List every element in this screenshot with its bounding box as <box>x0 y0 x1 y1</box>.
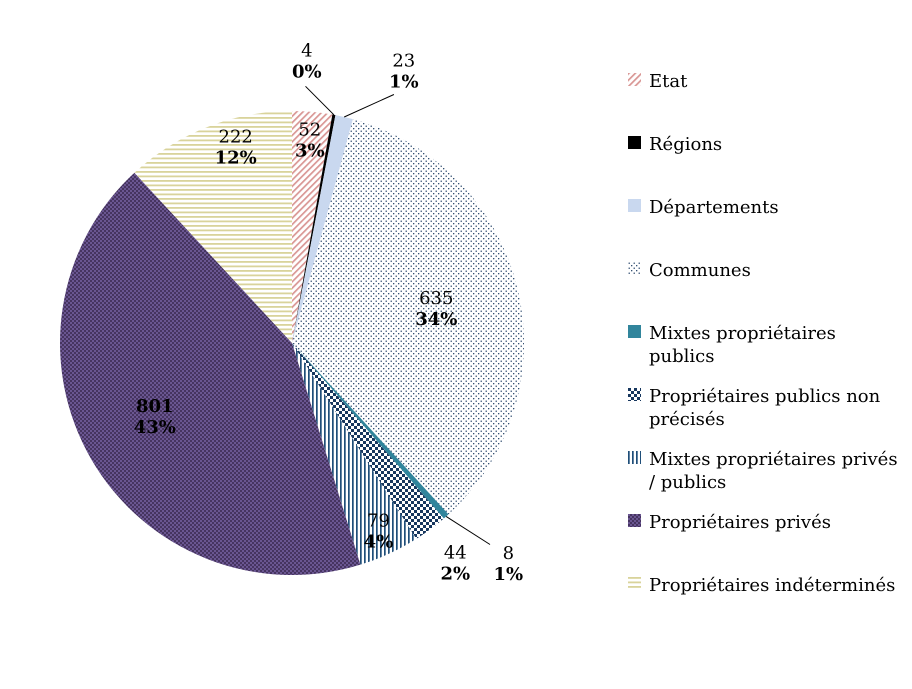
leader-line-2 <box>343 94 395 118</box>
pie-slice-1 <box>292 114 336 343</box>
chart-legend: Etat Régions Départements Communes Mixtes pr… <box>628 0 908 689</box>
legend-label-3: Communes <box>649 260 751 281</box>
slice-label-7: 801 43% <box>134 396 176 438</box>
legend-swatch-3 <box>628 262 641 275</box>
legend-item-1: Régions <box>628 133 722 156</box>
legend-item-0: Etat <box>628 70 687 93</box>
slice-labels: 52 3% 4 0% 23 1% 635 34% 8 1% 44 2% 79 4% 801 43% 222 12% <box>134 40 523 585</box>
legend-swatch-8 <box>628 577 641 590</box>
pie-slice-4 <box>292 343 449 519</box>
legend-swatch-2 <box>628 199 641 212</box>
legend-swatch-7 <box>628 514 641 527</box>
leader-line-1 <box>305 85 335 116</box>
legend-label-5: Propriétaires publics non précisés <box>649 386 881 430</box>
legend-item-4: Mixtes propriétaires publics <box>628 322 836 368</box>
legend-item-2: Départements <box>628 196 779 219</box>
legend-swatch-6 <box>628 451 641 464</box>
legend-swatch-1 <box>628 136 641 149</box>
pie-slice-8 <box>134 111 292 343</box>
slice-label-0: 52 3% <box>295 120 325 162</box>
slice-label-1: 4 0% <box>292 40 322 82</box>
legend-swatch-0 <box>628 73 641 86</box>
legend-item-5: Propriétaires publics non précisés <box>628 385 880 431</box>
pie-slice-0 <box>292 111 333 343</box>
pie-slices <box>60 111 525 575</box>
pie-slice-6 <box>292 343 417 565</box>
legend-swatch-5 <box>628 388 641 401</box>
legend-swatch-4 <box>628 325 641 338</box>
slice-label-6: 79 4% <box>364 511 394 553</box>
slice-label-2: 23 1% <box>389 50 419 92</box>
legend-label-1: Régions <box>649 134 723 155</box>
slice-label-5: 44 2% <box>440 543 470 585</box>
legend-label-8: Propriétaires indéterminés <box>649 575 896 596</box>
slice-label-8: 222 12% <box>215 127 257 169</box>
legend-item-8: Propriétaires indéterminés <box>628 574 895 597</box>
legend-label-7: Propriétaires privés <box>649 512 831 533</box>
pie-slice-2 <box>292 115 353 343</box>
legend-item-7: Propriétaires privés <box>628 511 831 534</box>
slice-label-4: 8 1% <box>493 543 523 585</box>
leader-lines <box>305 85 491 545</box>
legend-label-6: Mixtes propriétaires privés / publics <box>649 449 898 493</box>
legend-item-6: Mixtes propriétaires privés / publics <box>628 448 898 494</box>
legend-item-3: Communes <box>628 259 751 282</box>
pie-slice-3 <box>292 119 525 515</box>
pie-slice-7 <box>60 172 361 575</box>
legend-label-0: Etat <box>649 71 688 92</box>
leader-line-4 <box>445 515 491 545</box>
slice-label-3: 635 34% <box>415 288 457 330</box>
legend-label-2: Départements <box>649 197 779 218</box>
pie-slice-5 <box>292 343 444 539</box>
legend-label-4: Mixtes propriétaires publics <box>649 323 836 367</box>
